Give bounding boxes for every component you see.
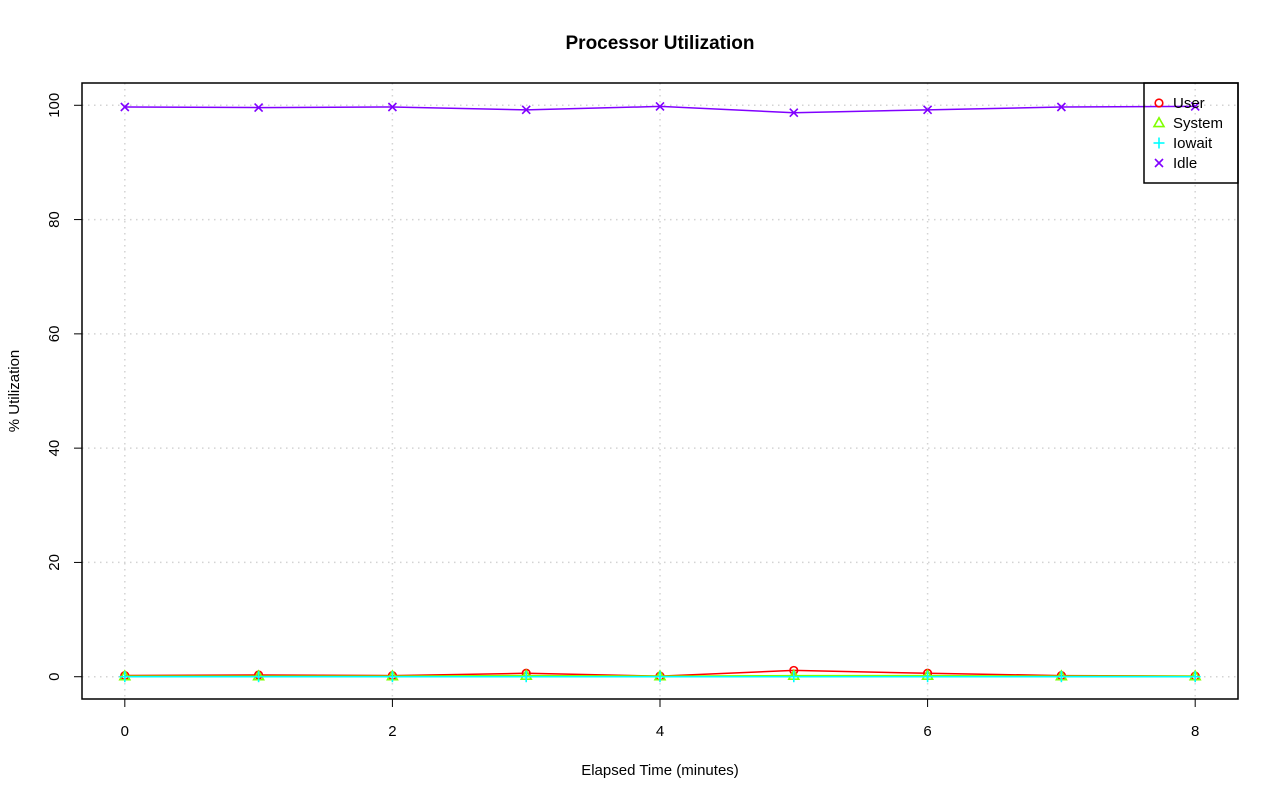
data-point-idle-b [387,102,397,112]
x-tick-label: 6 [923,723,931,740]
data-point-idle [1056,102,1066,112]
legend: User System Iowait Idle [1143,82,1239,184]
data-point-idle-b [789,108,799,118]
data-point-iowait [119,671,131,683]
data-point-iowait [922,671,934,683]
data-point-idle [1190,101,1200,111]
series-idle [120,101,1200,118]
data-point-idle-b [521,105,531,115]
data-point-idle [254,103,264,113]
series-iowait [119,671,1201,683]
x-tick-label: 0 [121,723,129,740]
y-tick-label: 80 [46,211,63,228]
data-point-idle [120,102,130,112]
data-point-idle-b [120,102,130,112]
legend-label-iowait: Iowait [1173,135,1213,152]
data-point-idle [789,108,799,118]
data-point-iowait [654,671,666,683]
data-point-idle-b [1056,102,1066,112]
data-point-idle [655,101,665,111]
data-point-idle-b [254,103,264,113]
legend-marker-idle [1154,158,1164,168]
data-point-idle-b [655,101,665,111]
data-point-idle [923,105,933,115]
y-tick-label: 20 [46,554,63,571]
legend-marker-user [1154,98,1164,108]
legend-marker-idle-b [1154,158,1164,168]
y-tick-label: 60 [46,326,63,343]
chart-title: Processor Utilization [566,33,755,54]
y-axis-label: % Utilization [6,350,23,433]
x-tick-label: 8 [1191,723,1199,740]
legend-label-user: User [1173,95,1205,112]
data-point-idle-b [1190,101,1200,111]
y-tick-label: 100 [46,93,63,118]
legend-box [1143,82,1239,184]
x-axis-label: Elapsed Time (minutes) [581,762,739,779]
data-point-idle [387,102,397,112]
legend-label-system: System [1173,115,1223,132]
series-layer [118,101,1202,683]
data-point-iowait [1189,671,1201,683]
x-tick-label: 4 [656,723,664,740]
data-point-iowait [788,671,800,683]
data-point-idle [521,105,531,115]
data-point-iowait [253,671,265,683]
data-point-iowait [1055,671,1067,683]
legend-marker-iowait [1153,137,1165,149]
legend-marker-system [1152,116,1166,128]
data-point-iowait [520,671,532,683]
y-tick-label: 40 [46,440,63,457]
legend-label-idle: Idle [1173,155,1197,172]
data-point-iowait [386,671,398,683]
x-tick-label: 2 [388,723,396,740]
y-tick-label: 0 [46,673,63,681]
data-point-idle-b [923,105,933,115]
